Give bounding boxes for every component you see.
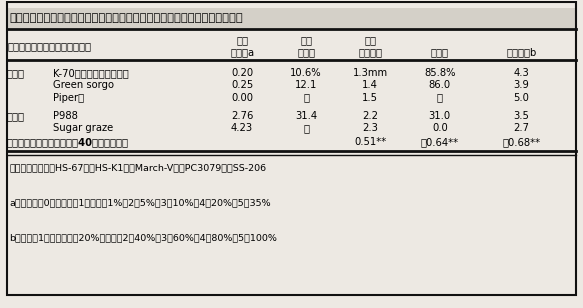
Text: －: － xyxy=(303,93,309,103)
Text: 品種名（＊：スーダングラス）: 品種名（＊：スーダングラス） xyxy=(8,41,92,51)
Text: －0.68**: －0.68** xyxy=(502,137,540,147)
Text: 4.23: 4.23 xyxy=(231,123,253,133)
Text: 0.0: 0.0 xyxy=(432,123,448,133)
Text: 抽出: 抽出 xyxy=(364,35,376,45)
Text: b：被度　1：種子表面の20%が護穎、2：40%、3：60%、4：80%、5：100%: b：被度 1：種子表面の20%が護穎、2：40%、3：60%、4：80%、5：1… xyxy=(9,234,278,243)
Text: Piper＊: Piper＊ xyxy=(53,93,84,103)
Text: 0.25: 0.25 xyxy=(231,80,253,90)
Text: 0.20: 0.20 xyxy=(231,68,253,78)
Text: Sugar graze: Sugar graze xyxy=(53,123,113,133)
Text: 3.9: 3.9 xyxy=(513,80,529,90)
Text: 0.51**: 0.51** xyxy=(354,137,386,147)
Text: 他の抵抗性品種：HS-67＊，HS-K1＊，March-V＊，PC3079＊，SS-206: 他の抵抗性品種：HS-67＊，HS-K1＊，March-V＊，PC3079＊，S… xyxy=(9,163,266,172)
Text: Green sorgo: Green sorgo xyxy=(53,80,114,90)
Text: K-70（キングソルゴー）: K-70（キングソルゴー） xyxy=(53,68,129,78)
Text: 罹病性: 罹病性 xyxy=(6,111,24,121)
Text: 85.8%: 85.8% xyxy=(424,68,455,78)
Text: 2.7: 2.7 xyxy=(513,123,529,133)
Text: 10.6%: 10.6% xyxy=(290,68,322,78)
Text: P988: P988 xyxy=(53,111,78,121)
Text: 12.1: 12.1 xyxy=(295,80,317,90)
Text: 0.00: 0.00 xyxy=(231,93,253,103)
Text: －: － xyxy=(303,123,309,133)
Text: 圃場: 圃場 xyxy=(236,35,248,45)
Text: 稔実率: 稔実率 xyxy=(431,47,449,57)
Text: 1.3mm: 1.3mm xyxy=(353,68,388,78)
FancyBboxPatch shape xyxy=(6,8,577,28)
Text: 1.4: 1.4 xyxy=(362,80,378,90)
Text: 5.0: 5.0 xyxy=(513,93,529,103)
Text: 86.0: 86.0 xyxy=(429,80,451,90)
Text: 温室: 温室 xyxy=(300,35,312,45)
Text: 麦角率: 麦角率 xyxy=(297,47,315,57)
Text: 31.4: 31.4 xyxy=(295,111,317,121)
Text: －0.64**: －0.64** xyxy=(421,137,459,147)
Text: 抵抗性: 抵抗性 xyxy=(6,68,24,78)
Text: 4.3: 4.3 xyxy=(514,68,529,78)
Text: 発病度a: 発病度a xyxy=(230,47,254,57)
Text: 2.76: 2.76 xyxy=(231,111,253,121)
Text: 2.2: 2.2 xyxy=(362,111,378,121)
Text: 3.5: 3.5 xyxy=(513,111,529,121)
Text: 雌ずい長: 雌ずい長 xyxy=(358,47,382,57)
Text: 圃場発病度との相関係数（40品種・系統）: 圃場発病度との相関係数（40品種・系統） xyxy=(6,137,128,147)
Text: 表１．ソルガムおよびスーダングラス品種の麦角病抵抗性と関連する諸性質: 表１．ソルガムおよびスーダングラス品種の麦角病抵抗性と関連する諸性質 xyxy=(9,13,243,23)
Text: 1.5: 1.5 xyxy=(362,93,378,103)
Text: 2.3: 2.3 xyxy=(362,123,378,133)
Text: a：発病度　0：無発病、1：麦角率1%、2：5%、3：10%、4：20%、5：35%: a：発病度 0：無発病、1：麦角率1%、2：5%、3：10%、4：20%、5：3… xyxy=(9,199,271,208)
Text: －: － xyxy=(437,93,443,103)
Text: 護穎被度b: 護穎被度b xyxy=(506,47,536,57)
Text: 31.0: 31.0 xyxy=(429,111,451,121)
